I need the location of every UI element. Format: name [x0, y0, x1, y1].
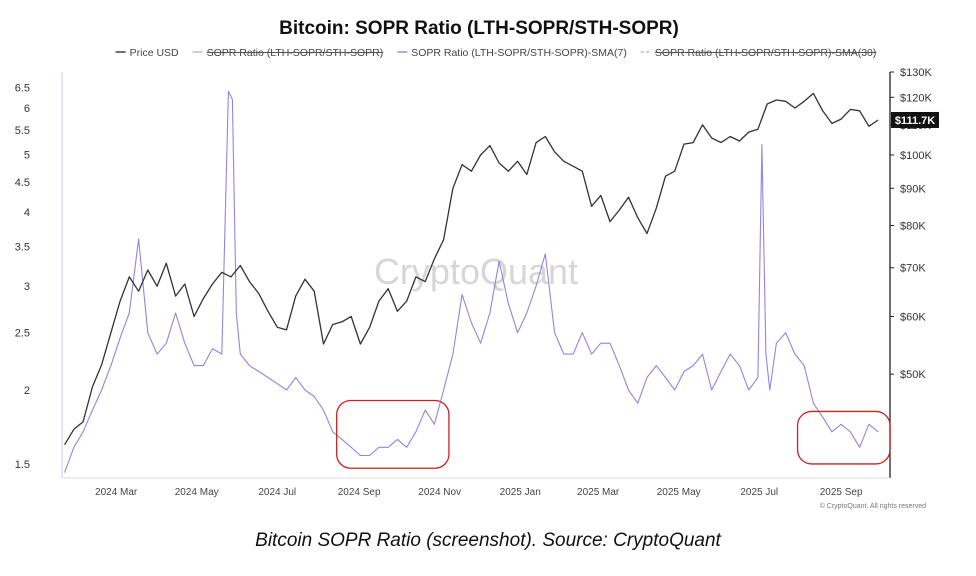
left-tick-label: 1.5 — [15, 459, 30, 471]
current-price-tag: $111.7K — [891, 111, 939, 128]
x-tick-label: 2025 Sep — [820, 487, 863, 498]
right-tick-label: $80K — [900, 221, 926, 233]
left-tick-label: 2 — [24, 385, 30, 397]
x-tick-label: 2025 May — [657, 487, 701, 498]
chart-title: Bitcoin: SOPR Ratio (LTH-SOPR/STH-SOPR) — [279, 18, 679, 39]
highlight-box-2 — [796, 410, 891, 465]
right-tick-label: $90K — [900, 183, 926, 195]
left-tick-label: 4 — [24, 207, 30, 219]
legend-item-sopr-ratio-lth-sopr-sth-sopr-sma-7[interactable]: SOPR Ratio (LTH-SOPR/STH-SOPR)-SMA(7) — [397, 47, 627, 59]
right-tick-label: $60K — [900, 311, 926, 323]
left-tick-label: 6 — [24, 103, 30, 115]
legend-label: SOPR Ratio (LTH-SOPR/STH-SOPR)-SMA(30) — [655, 47, 877, 59]
x-tick-label: 2024 Mar — [95, 487, 138, 498]
current-price-label: $111.7K — [895, 115, 935, 127]
right-tick-label: $120K — [900, 92, 932, 104]
left-tick-label: 3 — [24, 281, 30, 293]
current-price-tag-bg — [891, 111, 939, 128]
legend-label: SOPR Ratio (LTH-SOPR/STH-SOPR)-SMA(7) — [411, 47, 627, 59]
x-tick-label: 2024 Sep — [338, 487, 381, 498]
left-tick-label: 4.5 — [15, 177, 30, 189]
left-tick-label: 5 — [24, 150, 30, 162]
series-layer — [64, 90, 879, 473]
highlight-box-1 — [336, 399, 450, 469]
highlight-layer — [336, 399, 891, 469]
chart-legend: Price USD SOPR Ratio (LTH-SOPR/STH-SOPR) S… — [115, 47, 877, 59]
legend-item-price-usd[interactable]: Price USD — [115, 47, 179, 59]
left-tick-label: 6.5 — [15, 82, 30, 94]
right-tick-label: $70K — [900, 263, 926, 275]
x-tick-label: 2025 Jan — [500, 487, 541, 498]
x-tick-label: 2025 Jul — [740, 487, 778, 498]
series-line-sopr-ratio-lth-sopr-sth-sopr-sma-7 — [64, 90, 879, 473]
series-line-price-usd — [64, 92, 879, 446]
legend-item-sopr-ratio-lth-sopr-sth-sopr[interactable]: SOPR Ratio (LTH-SOPR/STH-SOPR) — [192, 47, 384, 59]
left-tick-label: 3.5 — [15, 241, 30, 253]
right-tick-label: $50K — [900, 369, 926, 381]
x-tick-label: 2025 Mar — [577, 487, 620, 498]
x-tick-label: 2024 May — [175, 487, 219, 498]
copyright-credit: © CryptoQuant. All rights reserved — [820, 502, 926, 510]
x-tick-label: 2024 Jul — [258, 487, 296, 498]
legend-label: Price USD — [130, 47, 179, 59]
left-tick-label: 2.5 — [15, 328, 30, 340]
left-tick-label: 5.5 — [15, 125, 30, 137]
plot-frame — [61, 72, 891, 479]
legend-label: SOPR Ratio (LTH-SOPR/STH-SOPR) — [207, 47, 384, 59]
right-tick-label: $130K — [900, 67, 932, 79]
legend-item-sopr-ratio-lth-sopr-sth-sopr-sma-30[interactable]: SOPR Ratio (LTH-SOPR/STH-SOPR)-SMA(30) — [640, 47, 877, 59]
figure-caption: Bitcoin SOPR Ratio (screenshot). Source:… — [255, 530, 721, 551]
x-axis-ticks: 2024 Mar 2024 May 2024 Jul 2024 Sep 2024 Nov… — [95, 487, 863, 498]
x-tick-label: 2024 Nov — [418, 487, 461, 498]
sopr-chart: Bitcoin: SOPR Ratio (LTH-SOPR/STH-SOPR) … — [15, 18, 939, 510]
left-axis-ticks: 1.5 2 2.5 3 3.5 4 4.5 5 5.5 6 6.5 — [15, 82, 30, 471]
right-tick-label: $100K — [900, 150, 932, 162]
